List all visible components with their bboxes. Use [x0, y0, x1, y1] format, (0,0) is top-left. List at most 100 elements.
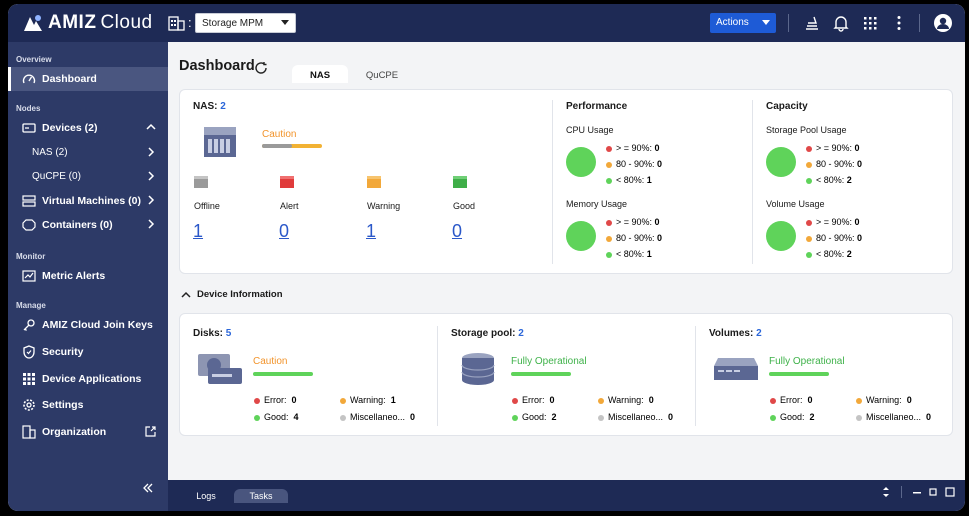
stat-value: 2	[809, 412, 815, 422]
sidebar-item-containers[interactable]: Containers (0)	[8, 213, 168, 237]
sidebar-item-label: QuCPE (0)	[32, 171, 81, 182]
green-dot-icon	[806, 177, 812, 184]
sidebar-item-label: Settings	[42, 399, 84, 411]
legend-row: > = 90%: 0	[606, 140, 662, 156]
sidebar-item-label: Organization	[42, 426, 107, 438]
sidebar-item-device-applications[interactable]: Device Applications	[8, 367, 168, 391]
restore-icon[interactable]	[928, 486, 938, 498]
resize-vertical-icon[interactable]	[881, 486, 891, 498]
sidebar-item-qucpe[interactable]: QuCPE (0)	[8, 165, 168, 189]
green-dot-icon	[770, 414, 776, 421]
storage-pool-usage-donut	[766, 147, 796, 177]
stat-row: Good: 4	[254, 409, 299, 426]
legend-row: > = 90%: 0	[806, 140, 862, 156]
maximize-icon[interactable]	[945, 486, 955, 498]
volumes-count: 2	[756, 328, 762, 339]
legend-row: 80 - 90%: 0	[606, 156, 662, 172]
disks-label: Disks:	[193, 328, 224, 339]
orange-dot-icon	[598, 397, 604, 404]
storage-pool-count-label: Storage pool: 2	[451, 328, 524, 339]
tab-tasks[interactable]: Tasks	[234, 489, 288, 503]
chevron-up-icon	[181, 291, 191, 298]
legend-label: 80 - 90%:	[816, 233, 855, 243]
sidebar-item-settings[interactable]: Settings	[8, 393, 168, 417]
more-vertical-icon[interactable]	[890, 14, 908, 32]
app-logo[interactable]: AMIZ Cloud	[22, 12, 153, 34]
volumes-status-bar	[769, 372, 829, 376]
alert-count-link[interactable]: 0	[279, 221, 290, 241]
sidebar-item-organization[interactable]: Organization	[8, 420, 168, 444]
divider	[437, 326, 438, 426]
stat-value: 0	[807, 395, 813, 405]
divider	[752, 100, 753, 264]
external-link-icon[interactable]	[145, 426, 156, 437]
stat-row: Good: 2	[512, 409, 557, 426]
stat-row: Error: 0	[770, 392, 815, 409]
sidebar-item-label: NAS (2)	[32, 147, 68, 158]
nas-count-label: NAS: 2	[193, 101, 226, 112]
refresh-icon[interactable]	[254, 61, 268, 75]
user-avatar-icon[interactable]	[933, 13, 953, 33]
offline-device-icon	[194, 176, 208, 188]
disks-count-label: Disks: 5	[193, 328, 231, 339]
divider	[695, 326, 696, 426]
legend-label: > = 90%:	[616, 217, 653, 227]
warning-count-link[interactable]: 1	[366, 221, 377, 241]
sidebar-item-virtual-machines[interactable]: Virtual Machines (0)	[8, 189, 168, 213]
stat-row: Warning: 0	[598, 392, 673, 409]
good-count-link[interactable]: 0	[452, 221, 463, 241]
actions-button[interactable]: Actions	[710, 13, 776, 33]
apps-grid-icon[interactable]	[861, 14, 879, 32]
tab-nas[interactable]: NAS	[292, 65, 348, 83]
nas-status: Caution	[262, 129, 297, 140]
sidebar-item-dashboard[interactable]: Dashboard	[8, 67, 168, 91]
sidebar-item-metric-alerts[interactable]: Metric Alerts	[8, 264, 168, 288]
gray-dot-icon	[598, 414, 604, 421]
legend-label: < 80%:	[616, 249, 645, 259]
org-selector-value: Storage MPM	[202, 18, 264, 29]
green-dot-icon	[806, 251, 812, 258]
green-dot-icon	[606, 177, 612, 184]
chevron-right-icon	[148, 171, 155, 181]
page-title: Dashboard	[179, 58, 255, 74]
stat-row: Warning: 0	[856, 392, 931, 409]
legend-value: 2	[846, 175, 852, 185]
sidebar-item-label: Device Applications	[42, 373, 142, 385]
stat-value: 2	[551, 412, 557, 422]
tab-logs[interactable]: Logs	[196, 491, 216, 501]
stat-label: Miscellaneo...	[866, 412, 922, 422]
stat-value: 0	[549, 395, 555, 405]
device-info-toggle[interactable]: Device Information	[181, 289, 283, 300]
offline-count-link[interactable]: 1	[193, 221, 204, 241]
stat-label: Miscellaneo...	[608, 412, 664, 422]
stat-value: 0	[906, 395, 912, 405]
nas-device-icon	[204, 127, 236, 157]
device-icon	[22, 123, 36, 133]
orange-dot-icon	[606, 161, 612, 168]
logo-mark-icon	[24, 15, 42, 31]
divider	[552, 100, 553, 264]
minimize-icon[interactable]	[912, 486, 922, 498]
sidebar-item-devices[interactable]: Devices (2)	[8, 116, 168, 140]
stat-label: Good:	[264, 412, 289, 422]
red-dot-icon	[806, 219, 812, 226]
app-window: AMIZ Cloud : Storage MPM Actions	[8, 4, 965, 511]
sidebar-item-join-keys[interactable]: AMIZ Cloud Join Keys	[8, 313, 168, 337]
org-selector[interactable]: Storage MPM	[195, 13, 296, 33]
legend-row: 80 - 90%: 0	[806, 156, 862, 172]
chevron-right-icon	[148, 195, 155, 205]
tab-qucpe[interactable]: QuCPE	[365, 70, 399, 81]
stat-row: Miscellaneo... 0	[598, 409, 673, 426]
sidebar-item-nas[interactable]: NAS (2)	[8, 141, 168, 165]
storage-pool-stats-right: Warning: 0 Miscellaneo... 0	[598, 392, 673, 426]
sidebar-item-security[interactable]: Security	[8, 340, 168, 364]
red-dot-icon	[606, 145, 612, 152]
building-icon	[22, 425, 36, 439]
disks-status: Caution	[253, 356, 288, 367]
legend-row: < 80%: 1	[606, 246, 662, 262]
section-overview: Overview	[16, 55, 52, 64]
stat-row: Warning: 1	[340, 392, 415, 409]
bell-icon[interactable]	[832, 14, 850, 32]
broom-icon[interactable]	[803, 14, 821, 32]
collapse-sidebar-icon[interactable]	[142, 482, 154, 494]
